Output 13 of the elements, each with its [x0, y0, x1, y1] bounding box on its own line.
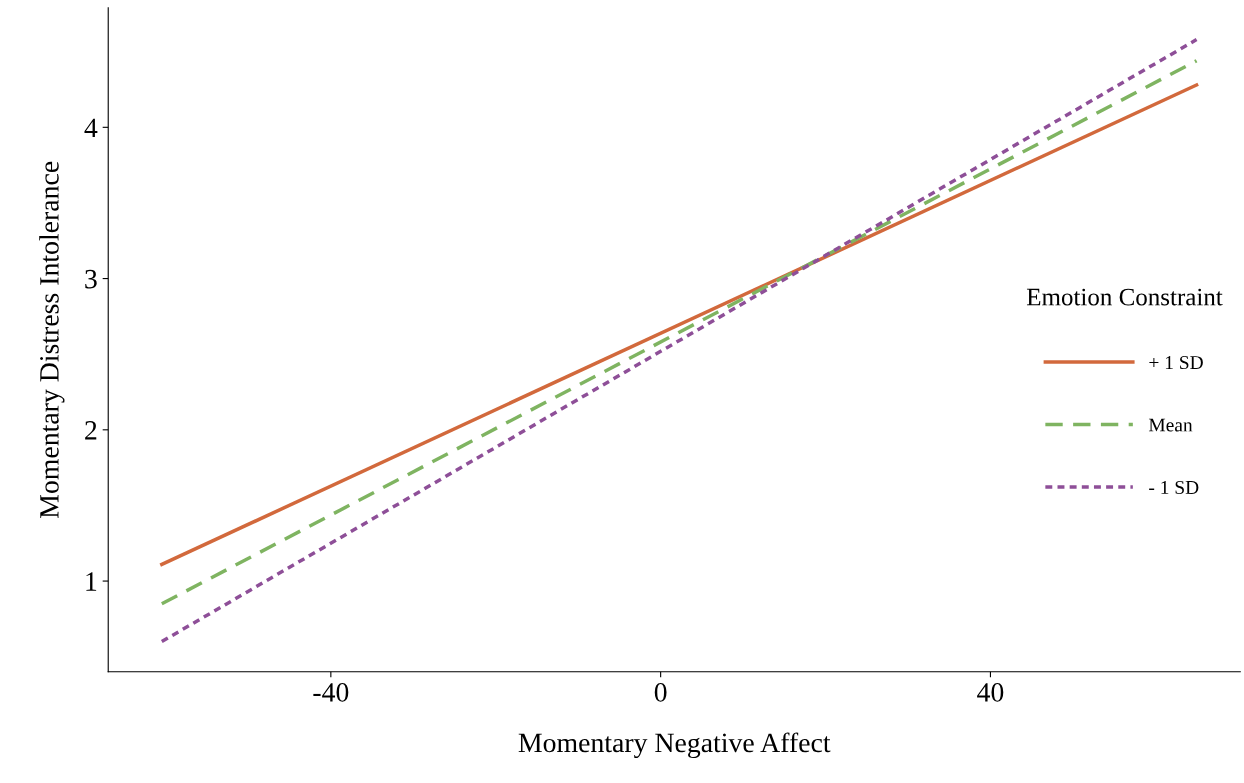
- x-tick-label: -40: [313, 683, 349, 702]
- legend-label: - 1 SD: [1149, 480, 1199, 495]
- legend-label: + 1 SD: [1149, 356, 1203, 370]
- legend-title: Emotion Constraint: [1026, 288, 1223, 306]
- y-tick-label: 2: [85, 421, 97, 440]
- x-tick-label: 40: [977, 683, 1004, 702]
- x-tick-label: 0: [654, 683, 667, 702]
- legend-label: Mean: [1148, 418, 1193, 432]
- y-tick-label: 3: [85, 269, 97, 289]
- x-axis-title: Momentary Negative Affect: [518, 732, 831, 758]
- y-tick-label: 1: [86, 572, 97, 591]
- y-tick-label: 4: [84, 118, 98, 137]
- y-axis-title: Momentary Distress Intolerance: [39, 161, 65, 518]
